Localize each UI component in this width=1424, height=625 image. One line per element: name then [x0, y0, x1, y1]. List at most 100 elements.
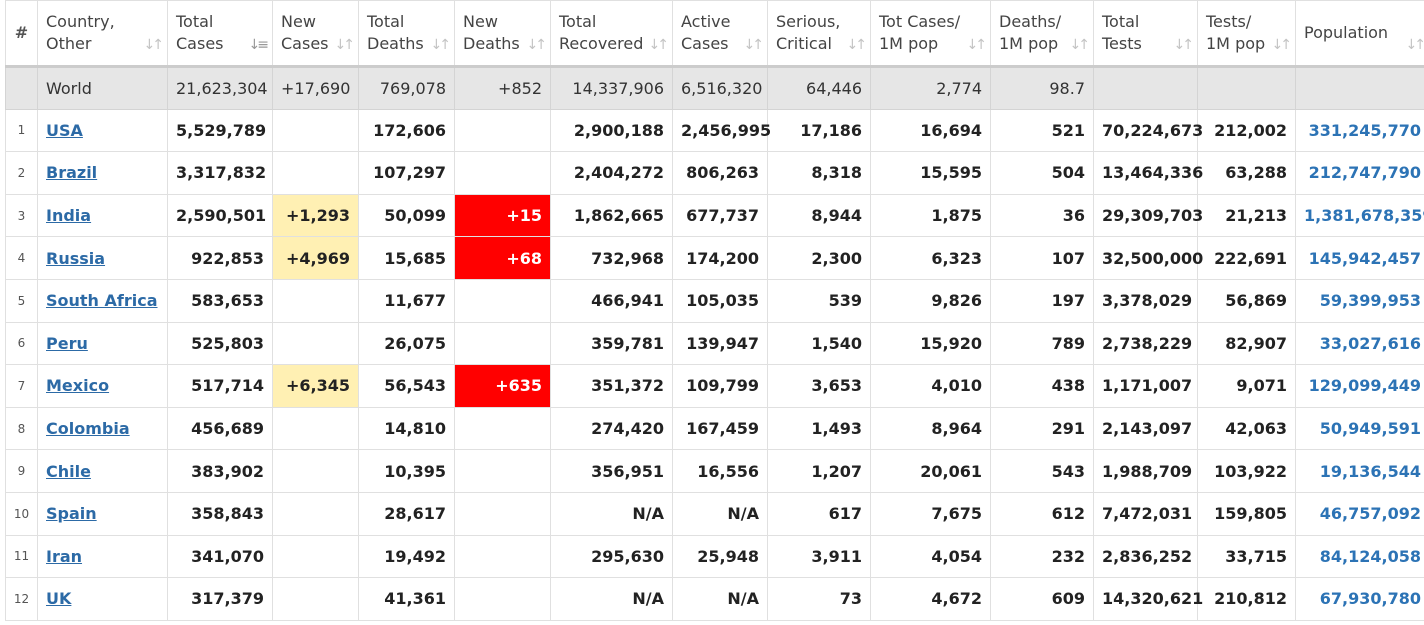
column-header-total-tests[interactable]: Total Tests ↓↑ — [1093, 0, 1198, 68]
index-cell: 11 — [5, 534, 38, 579]
country-link[interactable]: Peru — [46, 333, 88, 353]
total-recovered-cell: 14,337,906 — [550, 66, 673, 110]
total-cases-cell: 383,902 — [167, 449, 273, 493]
sort-icon[interactable]: ↓↑ — [1271, 37, 1293, 53]
tests-per-million-cell: 82,907 — [1197, 321, 1296, 366]
active-cases-cell: 174,200 — [672, 236, 768, 280]
sort-active-icon[interactable]: ↓≡ — [248, 37, 270, 53]
sort-icon[interactable]: ↓↑ — [143, 37, 165, 53]
total-recovered-cell: 359,781 — [550, 321, 673, 366]
sort-icon[interactable]: ↓↑ — [334, 37, 356, 53]
total-cases-cell: 3,317,832 — [167, 151, 273, 195]
cases-per-million-cell: 7,675 — [870, 491, 991, 536]
total-cases-cell: 583,653 — [167, 278, 273, 323]
active-cases-cell: 167,459 — [672, 406, 768, 451]
deaths-per-million-cell: 438 — [990, 364, 1094, 408]
table-row: 8 Colombia 456,689 14,810 274,420 167,459 1,49… — [5, 406, 1424, 451]
new-deaths-cell — [454, 534, 551, 579]
serious-critical-cell: 617 — [767, 491, 871, 536]
sort-icon[interactable]: ↓↑ — [846, 37, 868, 53]
index-cell — [5, 66, 38, 110]
cases-per-million-cell: 16,694 — [870, 108, 991, 153]
deaths-per-million-cell: 291 — [990, 406, 1094, 451]
column-header-new-deaths[interactable]: New Deaths ↓↑ — [454, 0, 551, 68]
serious-critical-cell: 8,318 — [767, 151, 871, 195]
country-cell: Chile — [37, 449, 168, 493]
column-header-index[interactable]: # — [5, 0, 38, 68]
column-header-label: Cases — [681, 34, 729, 53]
column-header-total-deaths[interactable]: Total Deaths ↓↑ — [358, 0, 455, 68]
new-cases-cell — [272, 108, 359, 153]
country-link[interactable]: Brazil — [46, 163, 98, 183]
serious-critical-cell: 8,944 — [767, 193, 871, 238]
total-deaths-cell: 769,078 — [358, 66, 455, 110]
sort-icon[interactable]: ↓↑ — [526, 37, 548, 53]
total-deaths-cell: 56,543 — [358, 364, 455, 408]
total-cases-cell: 341,070 — [167, 534, 273, 579]
index-cell: 2 — [5, 151, 38, 195]
country-link[interactable]: Mexico — [46, 376, 110, 396]
country-link[interactable]: Russia — [46, 248, 106, 268]
sort-icon[interactable]: ↓↑ — [1069, 37, 1091, 53]
country-link[interactable]: Chile — [46, 461, 91, 481]
total-tests-cell: 29,309,703 — [1093, 193, 1203, 238]
total-cases-cell: 358,843 — [167, 491, 273, 536]
deaths-per-million-cell: 197 — [990, 278, 1094, 323]
total-deaths-cell: 172,606 — [358, 108, 455, 153]
new-deaths-cell — [454, 151, 551, 195]
total-deaths-cell: 19,492 — [358, 534, 455, 579]
cases-per-million-cell: 4,672 — [870, 577, 991, 621]
table-row: 9 Chile 383,902 10,395 356,951 16,556 1,207 20,… — [5, 449, 1424, 493]
new-cases-cell — [272, 449, 359, 493]
column-header-total-recovered[interactable]: Total Recovered ↓↑ — [550, 0, 673, 68]
country-cell: World — [37, 66, 168, 110]
new-cases-cell — [272, 406, 359, 451]
population-cell: 129,099,449 — [1295, 364, 1424, 408]
index-cell: 5 — [5, 278, 38, 323]
tests-per-million-cell: 210,812 — [1197, 577, 1296, 621]
column-header-label: Deaths — [463, 34, 520, 53]
column-header-label: Total — [367, 12, 405, 31]
column-header-country[interactable]: Country, Other ↓↑ — [37, 0, 168, 68]
cases-per-million-cell: 15,595 — [870, 151, 991, 195]
column-header-label: Active — [681, 12, 731, 31]
table-row: 1 USA 5,529,789 172,606 2,900,188 2,456,995 17… — [5, 108, 1424, 153]
country-link[interactable]: USA — [46, 120, 83, 140]
country-cell: Spain — [37, 491, 168, 536]
serious-critical-cell: 1,207 — [767, 449, 871, 493]
total-deaths-cell: 41,361 — [358, 577, 455, 621]
column-header-active-cases[interactable]: Active Cases ↓↑ — [672, 0, 768, 68]
sort-icon[interactable]: ↓↑ — [966, 37, 988, 53]
sort-icon[interactable]: ↓↑ — [1173, 37, 1195, 53]
serious-critical-cell: 17,186 — [767, 108, 871, 153]
column-header-cases-per-million[interactable]: Tot Cases/1M pop ↓↑ — [870, 0, 991, 68]
new-deaths-cell: +852 — [454, 66, 551, 110]
country-link[interactable]: Colombia — [46, 419, 130, 439]
sort-icon[interactable]: ↓↑ — [743, 37, 765, 53]
sort-icon[interactable]: ↓↑ — [648, 37, 670, 53]
column-header-serious-critical[interactable]: Serious, Critical ↓↑ — [767, 0, 871, 68]
sort-icon[interactable]: ↓↑ — [1405, 37, 1424, 53]
column-header-label: Deaths/ — [999, 12, 1062, 31]
tests-per-million-cell: 33,715 — [1197, 534, 1296, 579]
column-header-new-cases[interactable]: New Cases ↓↑ — [272, 0, 359, 68]
new-cases-cell — [272, 577, 359, 621]
column-header-total-cases[interactable]: Total Cases ↓≡ — [167, 0, 273, 68]
new-deaths-cell — [454, 491, 551, 536]
column-header-population[interactable]: Population ↓↑ — [1295, 0, 1424, 68]
table-row: 5 South Africa 583,653 11,677 466,941 105,035… — [5, 278, 1424, 323]
total-cases-cell: 5,529,789 — [167, 108, 273, 153]
country-link[interactable]: Iran — [46, 546, 83, 566]
country-link[interactable]: Spain — [46, 504, 97, 524]
column-header-tests-per-million[interactable]: Tests/1M pop ↓↑ — [1197, 0, 1296, 68]
deaths-per-million-cell: 107 — [990, 236, 1094, 280]
country-link[interactable]: South Africa — [46, 291, 158, 311]
population-cell: 50,949,591 — [1295, 406, 1424, 451]
new-deaths-cell — [454, 449, 551, 493]
country-link[interactable]: India — [46, 206, 92, 226]
country-cell: Colombia — [37, 406, 168, 451]
sort-icon[interactable]: ↓↑ — [430, 37, 452, 53]
country-link[interactable]: UK — [46, 589, 72, 609]
new-deaths-cell — [454, 577, 551, 621]
column-header-deaths-per-million[interactable]: Deaths/1M pop ↓↑ — [990, 0, 1094, 68]
